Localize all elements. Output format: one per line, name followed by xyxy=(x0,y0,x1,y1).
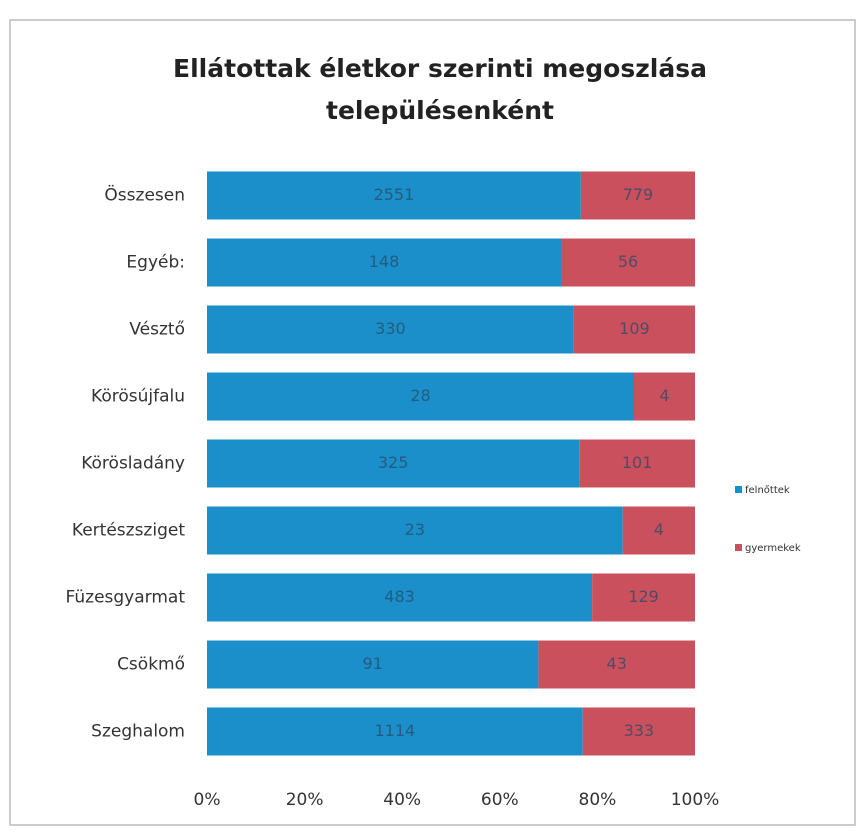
data-label: 333 xyxy=(624,721,655,740)
data-label: 91 xyxy=(363,654,383,673)
bar-segment xyxy=(538,640,695,689)
y-tick-label: Kertészsziget xyxy=(72,521,185,541)
bar-segment xyxy=(582,707,695,756)
bar-segment xyxy=(207,238,562,287)
y-tick-label: Füzesgyarmat xyxy=(66,588,186,608)
bar-segment xyxy=(579,439,695,488)
legend-swatch xyxy=(735,486,742,493)
y-tick-label: Szeghalom xyxy=(91,722,185,742)
bar-segment xyxy=(207,707,583,756)
data-label: 23 xyxy=(405,520,425,539)
data-label: 43 xyxy=(607,654,627,673)
data-label: 4 xyxy=(659,386,669,405)
data-label: 28 xyxy=(410,386,430,405)
data-label: 1114 xyxy=(374,721,415,740)
bar-segment xyxy=(207,171,581,220)
y-tick-label: Összesen xyxy=(104,184,185,206)
y-tick-label: Csökmő xyxy=(117,655,185,675)
y-tick-label: Egyéb: xyxy=(126,253,185,273)
data-label: 779 xyxy=(623,185,654,204)
bar-segment xyxy=(207,640,539,689)
data-label: 129 xyxy=(628,587,659,606)
data-label: 101 xyxy=(622,453,653,472)
data-label: 148 xyxy=(369,252,400,271)
bar-segment xyxy=(580,171,695,220)
legend-label: gyermekek xyxy=(745,543,801,554)
bar-segment xyxy=(622,506,695,555)
bar-segment xyxy=(634,372,695,421)
data-label: 330 xyxy=(375,319,406,338)
bar-segment xyxy=(207,506,623,555)
bar-segment xyxy=(207,372,634,421)
data-label: 325 xyxy=(378,453,409,472)
data-label: 483 xyxy=(384,587,415,606)
y-tick-label: Körösladány xyxy=(81,454,185,474)
data-label: 56 xyxy=(618,252,638,271)
bar-segment xyxy=(573,305,695,354)
x-tick-label: 100% xyxy=(671,790,720,810)
chart-border xyxy=(9,19,856,826)
x-tick-label: 0% xyxy=(194,790,221,810)
x-tick-label: 20% xyxy=(286,790,324,810)
legend-label: felnőttek xyxy=(745,484,790,496)
data-label: 109 xyxy=(619,319,650,338)
y-tick-label: Vésztő xyxy=(129,320,185,340)
chart-title: Ellátottak életkor szerinti megoszlása xyxy=(173,54,707,83)
data-label: 4 xyxy=(654,520,664,539)
x-tick-label: 80% xyxy=(579,790,617,810)
data-label: 2551 xyxy=(374,185,415,204)
x-tick-label: 40% xyxy=(383,790,421,810)
bar-segment xyxy=(207,439,580,488)
chart-title: településenként xyxy=(326,96,554,125)
bar-segment xyxy=(561,238,695,287)
x-tick-label: 60% xyxy=(481,790,519,810)
bar-segment xyxy=(592,573,695,622)
bar-segment xyxy=(207,573,593,622)
legend-swatch xyxy=(735,544,742,551)
y-tick-label: Körösújfalu xyxy=(91,387,185,407)
bar-segment xyxy=(207,305,574,354)
